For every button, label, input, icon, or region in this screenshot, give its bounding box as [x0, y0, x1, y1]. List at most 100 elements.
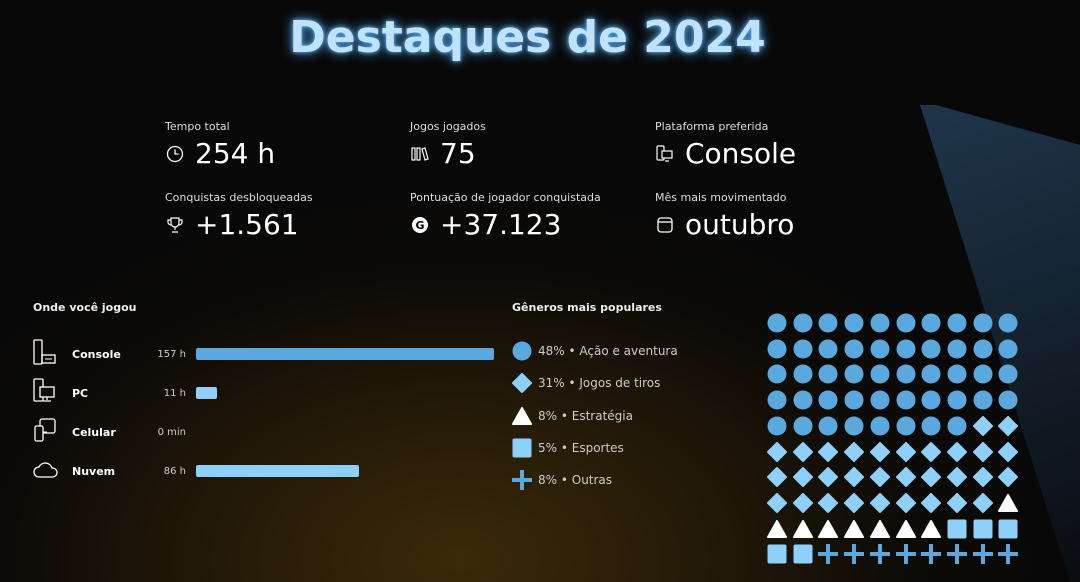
waffle-cell-diamond	[792, 441, 813, 462]
waffle-cell-circle	[921, 339, 941, 359]
console-icon	[32, 338, 62, 370]
waffle-cell-diamond	[869, 492, 890, 513]
platform-bar	[196, 465, 359, 477]
waffle-cell-diamond	[844, 467, 865, 488]
genres-title: Gêneros mais populares	[512, 301, 662, 314]
waffle-cell-triangle	[895, 519, 916, 539]
calendar-icon	[655, 215, 675, 235]
waffle-cell-circle	[870, 416, 890, 436]
stat-preferred-platform: Plataforma preferida Console	[655, 120, 796, 169]
waffle-cell-circle	[921, 313, 941, 333]
waffle-cell-diamond	[972, 467, 993, 488]
stat-total-time: Tempo total 254 h	[165, 120, 275, 169]
waffle-cell-circle	[947, 416, 967, 436]
platforms-title: Onde você jogou	[33, 301, 137, 314]
diamond-icon	[512, 373, 532, 394]
waffle-cell-circle	[767, 339, 787, 359]
genre-label: 8% • Outras	[538, 473, 613, 488]
devices-icon	[655, 144, 675, 164]
platform-bar	[196, 348, 494, 360]
waffle-cell-circle	[998, 390, 1018, 410]
genre-legend-item: 31% • Jogos de tiros	[512, 373, 661, 394]
genre-legend-item: 5% • Esportes	[512, 438, 624, 458]
waffle-cell-plus	[921, 544, 942, 565]
waffle-cell-circle	[844, 416, 864, 436]
platform-time: 157 h	[157, 348, 186, 360]
waffle-cell-circle	[870, 313, 890, 333]
waffle-cell-diamond	[818, 492, 839, 513]
stat-busiest-month: Mês mais movimentado outubro	[655, 191, 794, 240]
waffle-cell-circle	[921, 364, 941, 384]
waffle-cell-diamond	[946, 441, 967, 462]
waffle-cell-triangle	[792, 519, 813, 539]
platform-row-console: Console 157 h	[32, 339, 494, 366]
stat-gamerscore: Pontuação de jogador conquistada G +37.12…	[410, 191, 601, 240]
waffle-cell-plus	[998, 544, 1019, 565]
pc-icon	[32, 377, 62, 409]
waffle-cell-diamond	[946, 467, 967, 488]
waffle-cell-circle	[767, 313, 787, 333]
waffle-cell-diamond	[946, 492, 967, 513]
waffle-cell-square	[998, 519, 1018, 539]
genre-label: 5% • Esportes	[538, 440, 624, 455]
platform-name: Celular	[72, 425, 116, 439]
waffle-cell-diamond	[869, 467, 890, 488]
waffle-cell-diamond	[921, 467, 942, 488]
stat-label: Jogos jogados	[410, 120, 486, 133]
stat-value: +37.123	[440, 208, 562, 241]
triangle-icon	[512, 406, 532, 426]
waffle-cell-circle	[947, 364, 967, 384]
genre-legend-item: 8% • Estratégia	[512, 406, 633, 426]
waffle-cell-triangle	[767, 519, 787, 539]
library-icon	[410, 144, 430, 164]
platform-bar	[196, 387, 217, 399]
waffle-cell-diamond	[921, 441, 942, 462]
waffle-cell-plus	[818, 544, 839, 565]
waffle-cell-circle	[793, 313, 813, 333]
waffle-cell-plus	[972, 544, 993, 565]
gamerscore-icon: G	[410, 215, 430, 235]
waffle-cell-triangle	[998, 493, 1019, 513]
circle-icon	[512, 341, 532, 361]
waffle-cell-circle	[998, 339, 1018, 359]
waffle-cell-diamond	[972, 415, 993, 436]
waffle-cell-circle	[818, 416, 838, 436]
stat-value: 254 h	[195, 137, 276, 170]
waffle-cell-circle	[818, 364, 838, 384]
genre-waffle-chart	[767, 313, 1027, 573]
waffle-cell-diamond	[844, 441, 865, 462]
stat-label: Plataforma preferida	[655, 120, 769, 133]
waffle-cell-circle	[844, 339, 864, 359]
waffle-cell-circle	[870, 364, 890, 384]
waffle-cell-circle	[767, 416, 787, 436]
platform-time: 11 h	[163, 387, 186, 399]
waffle-cell-diamond	[792, 467, 813, 488]
genre-label: 31% • Jogos de tiros	[538, 376, 661, 391]
stat-value: outubro	[685, 208, 795, 241]
stat-value: +1.561	[195, 208, 299, 241]
waffle-cell-square	[947, 519, 967, 539]
waffle-cell-plus	[844, 544, 865, 565]
waffle-cell-diamond	[818, 467, 839, 488]
waffle-cell-triangle	[818, 519, 839, 539]
waffle-cell-circle	[767, 390, 787, 410]
waffle-cell-circle	[921, 390, 941, 410]
waffle-cell-circle	[973, 313, 993, 333]
waffle-cell-circle	[767, 364, 787, 384]
platform-row-pc: PC 11 h	[32, 378, 217, 405]
waffle-cell-circle	[947, 390, 967, 410]
stat-label: Pontuação de jogador conquistada	[410, 191, 601, 204]
waffle-cell-circle	[818, 390, 838, 410]
platform-time: 86 h	[163, 465, 186, 477]
waffle-cell-circle	[896, 390, 916, 410]
waffle-cell-diamond	[972, 441, 993, 462]
waffle-cell-square	[793, 544, 813, 564]
waffle-cell-diamond	[767, 467, 787, 488]
clock-icon	[165, 144, 185, 164]
trophy-icon	[165, 215, 185, 235]
waffle-cell-diamond	[972, 492, 993, 513]
waffle-cell-circle	[896, 364, 916, 384]
waffle-cell-diamond	[895, 441, 916, 462]
platform-name: Nuvem	[72, 464, 116, 478]
waffle-cell-diamond	[869, 441, 890, 462]
